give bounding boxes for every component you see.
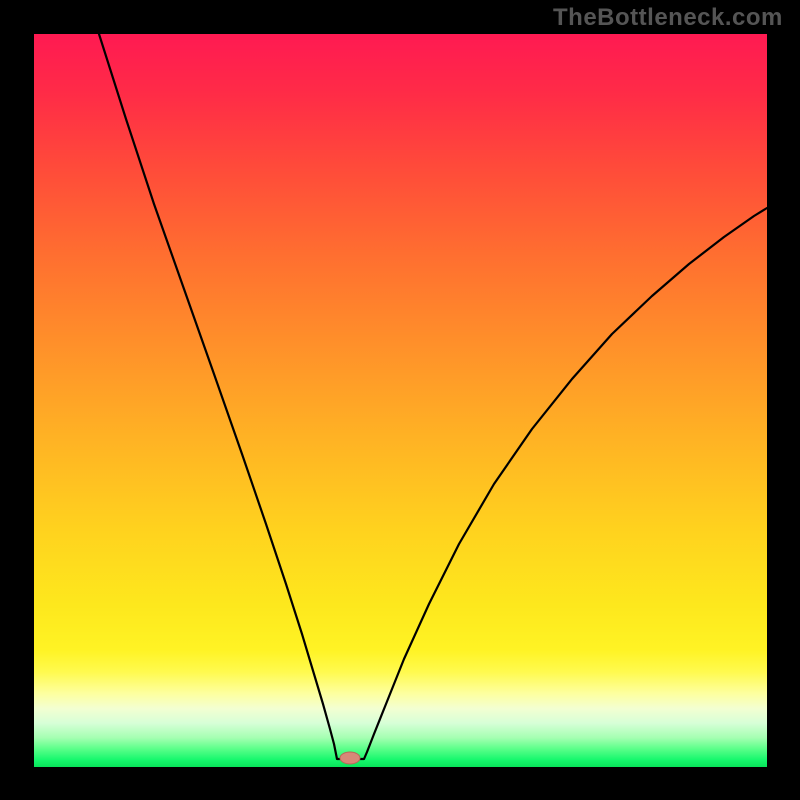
- plot-svg: [34, 34, 767, 767]
- plot-area: [34, 34, 767, 767]
- watermark-text: TheBottleneck.com: [553, 4, 783, 31]
- chart-container: TheBottleneck.com: [0, 0, 800, 800]
- bottleneck-marker: [340, 752, 360, 764]
- watermark: TheBottleneck.com: [553, 4, 783, 32]
- gradient-background: [34, 34, 767, 767]
